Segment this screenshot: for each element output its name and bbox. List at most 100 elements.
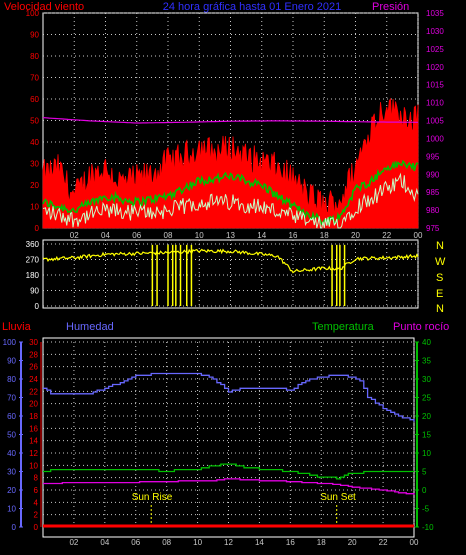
humidity-label: Humedad bbox=[66, 321, 114, 333]
wind-hour-tick-label: 16 bbox=[289, 231, 298, 240]
wind-speed-tick-label: 60 bbox=[30, 95, 39, 104]
pressure-tick-label: 985 bbox=[426, 188, 440, 197]
climate-hour-tick-label: 14 bbox=[255, 538, 264, 547]
climate-hour-tick-label: 08 bbox=[162, 538, 171, 547]
temperature-series bbox=[43, 463, 414, 480]
temperature-tick-label: 35 bbox=[422, 357, 431, 366]
wind-hour-tick-label: 00 bbox=[414, 231, 423, 240]
rain-tick-label: 8 bbox=[34, 474, 39, 483]
temperature-tick-label: 5 bbox=[422, 468, 427, 477]
temperature-tick-label: 20 bbox=[422, 412, 431, 421]
pressure-tick-label: 1035 bbox=[426, 9, 444, 18]
temperature-tick-label: 30 bbox=[422, 375, 431, 384]
climate-hour-tick-label: 06 bbox=[131, 538, 140, 547]
climate-hour-tick-label: 02 bbox=[69, 538, 78, 547]
direction-letter-n-bottom: N bbox=[436, 303, 444, 315]
direction-tick-label: 90 bbox=[30, 287, 39, 296]
temperature-tick-label: 15 bbox=[422, 431, 431, 440]
humidity-tick-label: 80 bbox=[7, 375, 16, 384]
climate-hour-tick-label: 20 bbox=[348, 538, 357, 547]
climate-hour-tick-label: 18 bbox=[317, 538, 326, 547]
direction-letter-s: S bbox=[436, 272, 443, 284]
pressure-tick-label: 975 bbox=[426, 224, 440, 233]
pressure-tick-label: 1010 bbox=[426, 99, 444, 108]
humidity-tick-label: 100 bbox=[3, 338, 17, 347]
rain-tick-label: 4 bbox=[34, 498, 39, 507]
pressure-tick-label: 1020 bbox=[426, 63, 444, 72]
rain-tick-label: 18 bbox=[29, 412, 38, 421]
humidity-tick-label: 20 bbox=[7, 486, 16, 495]
rain-tick-label: 30 bbox=[29, 338, 38, 347]
rain-tick-label: 26 bbox=[29, 363, 38, 372]
rain-tick-label: 20 bbox=[29, 400, 38, 409]
wind-speed-tick-label: 40 bbox=[30, 138, 39, 147]
series bbox=[42, 97, 419, 528]
pressure-tick-label: 1005 bbox=[426, 117, 444, 126]
rain-tick-label: 14 bbox=[29, 437, 38, 446]
direction-tick-label: 0 bbox=[35, 302, 40, 311]
wind-speed-tick-label: 50 bbox=[30, 117, 39, 126]
wind-hour-tick-label: 02 bbox=[70, 231, 79, 240]
humidity-tick-label: 90 bbox=[7, 357, 16, 366]
pressure-label: Presión bbox=[372, 1, 409, 13]
rain-tick-label: 22 bbox=[29, 387, 38, 396]
wind-gust-series bbox=[42, 97, 419, 229]
wind-speed-tick-label: 100 bbox=[26, 9, 40, 18]
climate-hour-tick-label: 10 bbox=[193, 538, 202, 547]
climate-hour-tick-label: 12 bbox=[224, 538, 233, 547]
rain-tick-label: 16 bbox=[29, 424, 38, 433]
dewpoint-label: Punto rocío bbox=[393, 321, 449, 333]
direction-tick-label: 360 bbox=[26, 240, 40, 249]
climate-hour-tick-label: 16 bbox=[286, 538, 295, 547]
direction-letter-n-top: N bbox=[436, 240, 444, 252]
climate-hour-tick-label: 04 bbox=[100, 538, 109, 547]
temperature-label: Temperatura bbox=[312, 321, 375, 333]
wind-hour-tick-label: 18 bbox=[320, 231, 329, 240]
pressure-tick-label: 1025 bbox=[426, 45, 444, 54]
humidity-tick-label: 50 bbox=[7, 431, 16, 440]
rain-tick-label: 2 bbox=[34, 511, 39, 520]
temperature-tick-label: 40 bbox=[422, 338, 431, 347]
humidity-tick-label: 60 bbox=[7, 412, 16, 421]
rain-tick-label: 12 bbox=[29, 449, 38, 458]
chart-title: 24 hora gráfica hasta 01 Enero 2021 bbox=[163, 1, 342, 13]
wind-hour-tick-label: 22 bbox=[382, 231, 391, 240]
wind-hour-tick-label: 04 bbox=[101, 231, 110, 240]
humidity-tick-label: 10 bbox=[7, 505, 16, 514]
pressure-tick-label: 995 bbox=[426, 152, 440, 161]
pressure-tick-label: 980 bbox=[426, 206, 440, 215]
humidity-tick-label: 40 bbox=[7, 449, 16, 458]
wind-speed-label: Velocidad viento bbox=[4, 1, 84, 13]
sunset-label: Sun Set bbox=[320, 492, 356, 503]
dewpoint-series bbox=[43, 478, 415, 495]
wind-hour-tick-label: 10 bbox=[195, 231, 204, 240]
humidity-tick-label: 0 bbox=[12, 523, 17, 532]
direction-letter-w: W bbox=[435, 256, 446, 268]
rain-tick-label: 6 bbox=[34, 486, 39, 495]
climate-hour-tick-label: 00 bbox=[410, 538, 419, 547]
wind-hour-tick-label: 13 bbox=[226, 231, 235, 240]
rain-label: Lluvia bbox=[2, 321, 32, 333]
wind-speed-tick-label: 20 bbox=[30, 181, 39, 190]
wind-speed-tick-label: 30 bbox=[30, 160, 39, 169]
rain-tick-label: 28 bbox=[29, 350, 38, 359]
temperature-tick-label: 25 bbox=[422, 394, 431, 403]
wind-minimum-series bbox=[42, 172, 419, 229]
sunrise-label: Sun Rise bbox=[132, 492, 173, 503]
humidity-series bbox=[43, 372, 415, 422]
wind-hour-tick-label: 06 bbox=[132, 231, 141, 240]
direction-tick-label: 180 bbox=[26, 271, 40, 280]
axes: 0102030405060708090100975980985990995100… bbox=[3, 9, 445, 547]
climate-panel-frame bbox=[42, 337, 415, 538]
humidity-tick-label: 30 bbox=[7, 468, 16, 477]
wind-average-series bbox=[42, 159, 419, 226]
wind-hour-tick-label: 20 bbox=[351, 231, 360, 240]
pressure-series bbox=[42, 117, 418, 124]
rain-tick-label: 0 bbox=[34, 523, 39, 532]
rain-tick-label: 24 bbox=[29, 375, 38, 384]
pressure-tick-label: 1015 bbox=[426, 81, 444, 90]
wind-speed-tick-label: 90 bbox=[30, 31, 39, 40]
wind-speed-tick-label: 80 bbox=[30, 52, 39, 61]
